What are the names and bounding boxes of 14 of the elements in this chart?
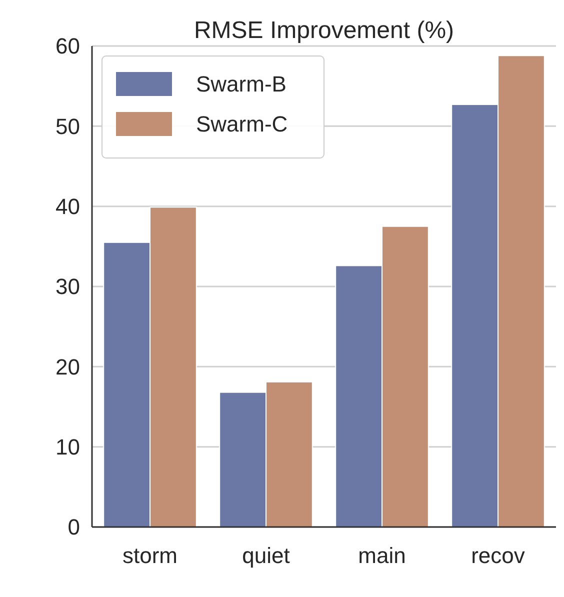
y-tick-label: 50 bbox=[56, 114, 80, 139]
x-tick-label: quiet bbox=[242, 543, 290, 568]
x-tick-label: recov bbox=[471, 543, 525, 568]
x-tick-label: storm bbox=[122, 543, 178, 568]
x-tick-label: main bbox=[358, 543, 406, 568]
chart-title: RMSE Improvement (%) bbox=[194, 17, 454, 44]
legend-label: Swarm-C bbox=[196, 112, 288, 137]
y-tick-label: 10 bbox=[56, 434, 80, 460]
legend-label: Swarm-B bbox=[196, 72, 286, 97]
y-tick-label: 60 bbox=[56, 34, 80, 59]
y-tick-label: 20 bbox=[56, 354, 80, 380]
y-tick-label: 40 bbox=[56, 194, 80, 220]
y-tick-label: 30 bbox=[56, 274, 80, 300]
y-tick-label: 0 bbox=[68, 514, 80, 540]
